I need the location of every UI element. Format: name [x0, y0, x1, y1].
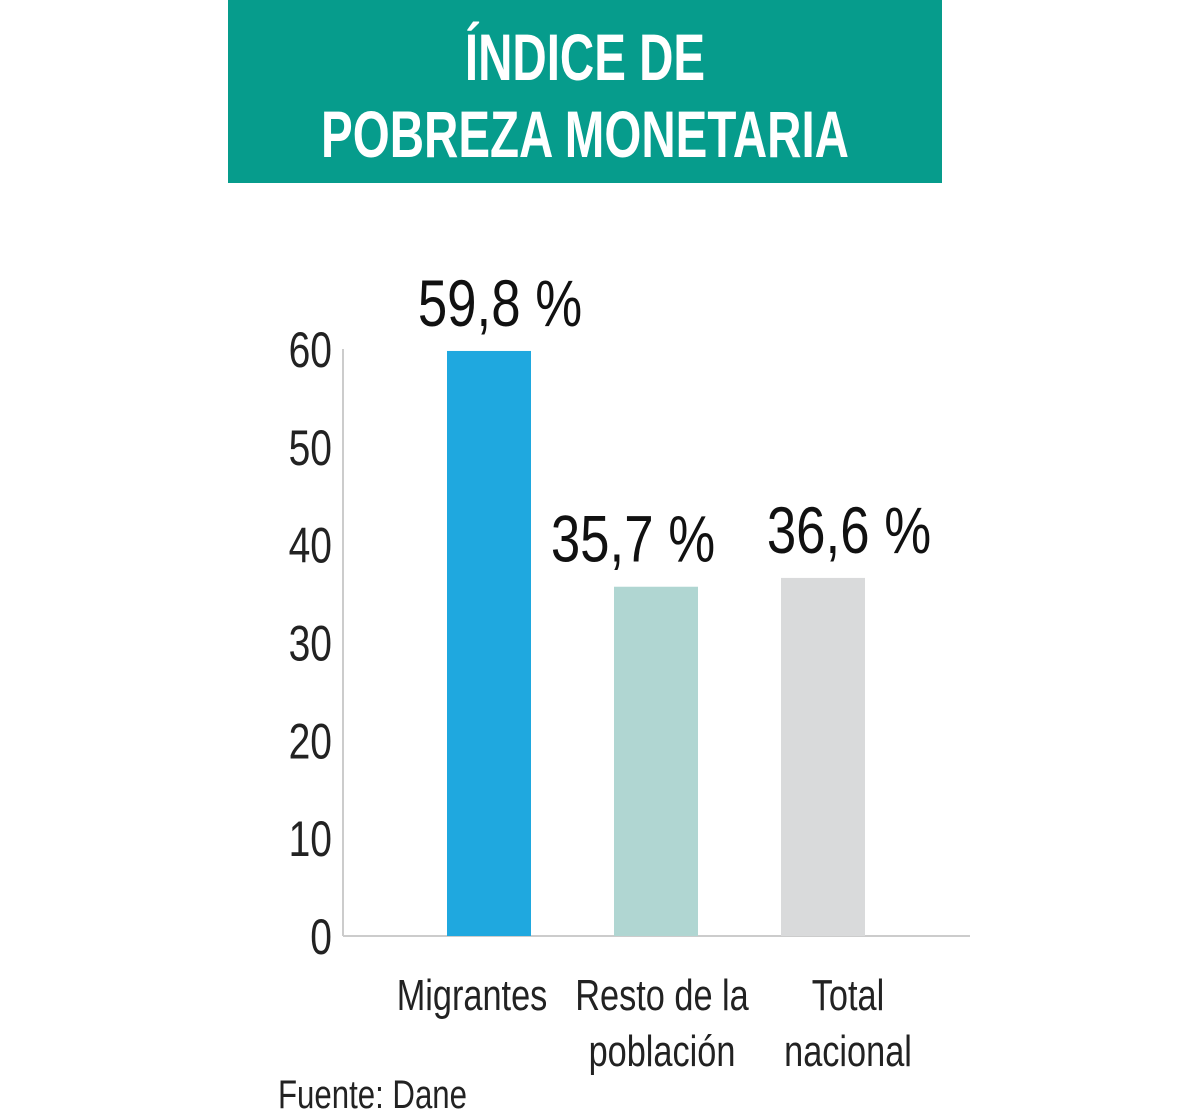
x-tick-label: Total: [812, 971, 884, 1020]
x-tick-label: población: [589, 1027, 736, 1076]
y-tick-label: 10: [289, 810, 332, 867]
bar: [614, 586, 698, 936]
chart-title: ÍNDICE DE: [465, 21, 705, 94]
y-tick-label: 50: [289, 419, 332, 476]
chart-title: POBREZA MONETARIA: [321, 98, 849, 171]
y-tick-label: 0: [310, 908, 332, 965]
x-tick-label: Resto de la: [575, 971, 749, 1020]
y-tick-label: 20: [289, 713, 332, 770]
bar: [781, 577, 865, 936]
source-note: Fuente: Dane: [278, 1072, 467, 1110]
bar: [447, 350, 531, 936]
data-label: 59,8 %: [418, 266, 582, 340]
y-tick-label: 30: [289, 615, 332, 672]
x-tick-label: Migrantes: [397, 971, 548, 1020]
x-tick-label: nacional: [784, 1027, 912, 1076]
title-banner: [228, 0, 942, 183]
data-label: 36,6 %: [767, 493, 931, 567]
y-tick-label: 60: [289, 321, 332, 378]
data-label: 35,7 %: [551, 502, 715, 576]
y-tick-label: 40: [289, 517, 332, 574]
